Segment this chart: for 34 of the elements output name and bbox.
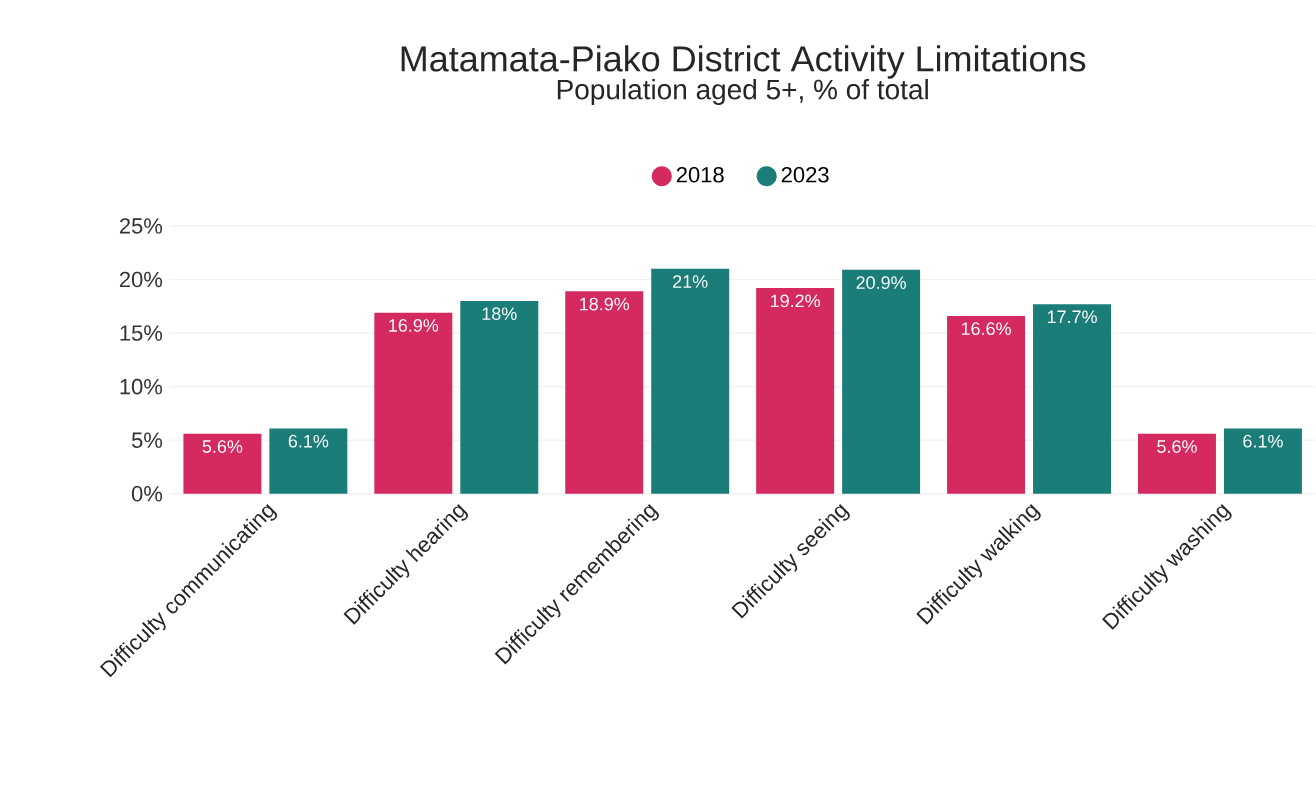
data-label: 5.6% [202, 440, 243, 454]
y-tick-label: 25% [119, 218, 163, 234]
bar [1137, 433, 1216, 494]
data-label: 6.1% [288, 434, 329, 448]
data-label: 21% [673, 275, 708, 288]
y-tick-label: 15% [120, 325, 163, 341]
data-label: 18.9% [580, 297, 630, 311]
data-label: 17.7% [1047, 310, 1097, 324]
bar [756, 288, 835, 494]
bar [565, 291, 644, 494]
data-label: 18% [482, 307, 517, 321]
bar [1223, 428, 1302, 494]
data-label: 6.1% [1243, 434, 1283, 448]
bar [269, 428, 348, 494]
bar [460, 301, 539, 494]
chart-title: Matamata-Piako District Activity Limitations [401, 45, 1086, 79]
legend-label: 2018 [676, 167, 724, 183]
data-label: 16.6% [961, 322, 1011, 336]
data-label: 20.9% [856, 276, 906, 290]
chart-subtitle: Population aged 5+, % of total [557, 79, 928, 106]
bar [842, 270, 921, 494]
data-label: 19.2% [771, 294, 821, 308]
legend-label: 2023 [781, 167, 829, 183]
bar [947, 316, 1026, 494]
y-tick-label: 5% [131, 432, 163, 449]
bar [651, 268, 730, 494]
y-tick-label: 10% [120, 379, 163, 395]
bar [183, 433, 262, 494]
y-tick-label: 20% [119, 271, 163, 288]
data-label: 16.9% [389, 319, 439, 333]
data-label: 5.6% [1157, 440, 1197, 454]
bar [374, 312, 453, 494]
bar [1033, 304, 1112, 494]
y-tick-label: 0% [131, 486, 163, 502]
